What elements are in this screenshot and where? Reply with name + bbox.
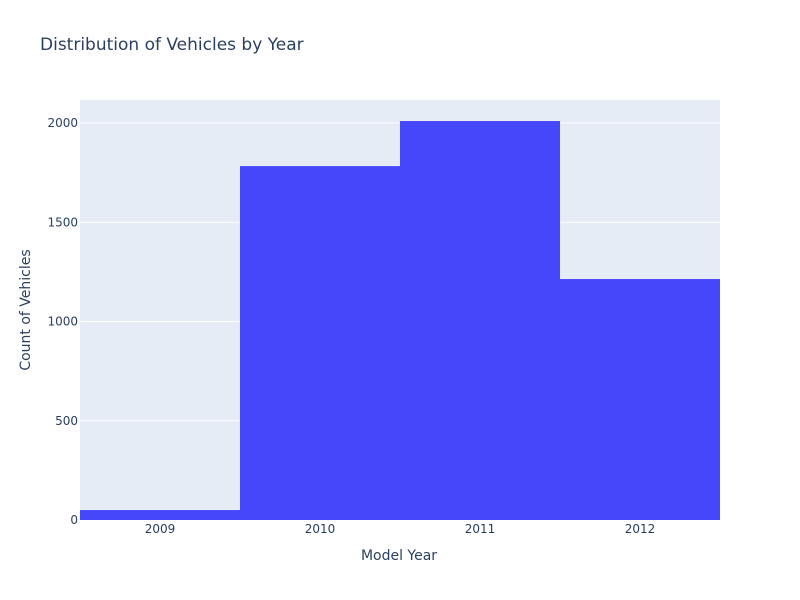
y-tick-label: 1000 — [47, 315, 78, 329]
y-tick-label: 1500 — [47, 215, 78, 229]
chart-title: Distribution of Vehicles by Year — [40, 35, 304, 55]
x-tick-labels: 2009 2010 2011 2012 — [145, 522, 656, 536]
bars — [80, 121, 720, 520]
x-tick-label: 2009 — [145, 522, 176, 536]
x-tick-label: 2012 — [625, 522, 656, 536]
bar-2010 — [240, 166, 400, 520]
bar-2011 — [400, 121, 560, 520]
x-tick-label: 2011 — [465, 522, 496, 536]
y-tick-label: 2000 — [47, 116, 78, 130]
y-tick-label: 0 — [70, 513, 78, 527]
y-tick-labels: 0 500 1000 1500 2000 — [47, 116, 78, 527]
bar-2012 — [560, 279, 720, 520]
x-axis-title: Model Year — [361, 548, 437, 564]
x-tick-label: 2010 — [305, 522, 336, 536]
y-tick-label: 500 — [55, 414, 78, 428]
y-axis-title: Count of Vehicles — [18, 249, 34, 370]
bar-2009 — [80, 510, 240, 520]
